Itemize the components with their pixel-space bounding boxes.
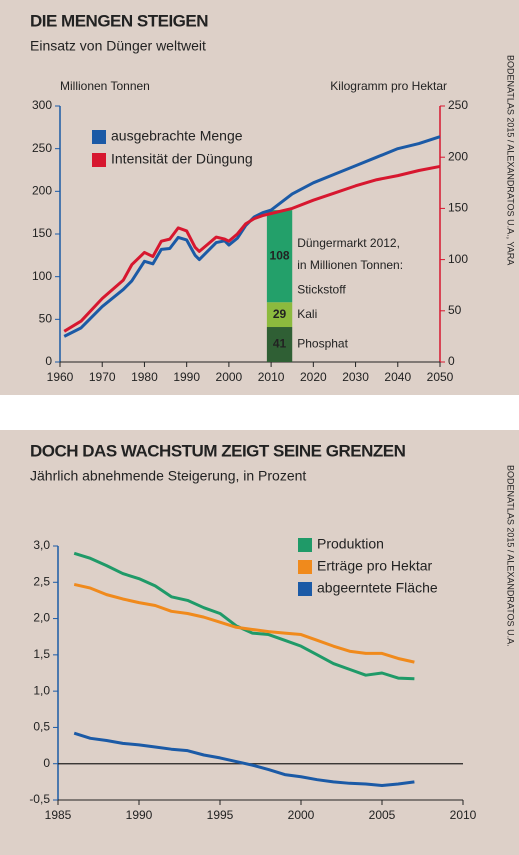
x-tick-label: 1980	[131, 370, 158, 384]
y-tick-label: 2,5	[33, 574, 50, 588]
series-line	[73, 582, 415, 664]
y2-axis-label: Kilogramm pro Hektar	[330, 79, 447, 93]
y-axis-label: Millionen Tonnen	[60, 79, 150, 93]
stack-name: Stickstoff	[297, 282, 346, 296]
y2-tick-label: 150	[448, 201, 468, 215]
y2-tick-label: 100	[448, 252, 468, 266]
chart-title: DIE MENGEN STEIGEN	[30, 11, 208, 30]
panel	[0, 0, 519, 395]
y-tick-label: 0	[45, 354, 52, 368]
legend-label: abgeerntete Fläche	[317, 580, 438, 596]
x-tick-label: 2010	[258, 370, 285, 384]
y-tick-label: 100	[32, 269, 52, 283]
x-tick-label: 2040	[384, 370, 411, 384]
legend-swatch	[92, 130, 106, 144]
stack-annotation: Düngermarkt 2012,	[297, 236, 400, 250]
x-tick-label: 2050	[427, 370, 454, 384]
y-tick-label: 250	[32, 141, 52, 155]
y-tick-label: 50	[39, 312, 53, 326]
x-tick-label: 1970	[89, 370, 116, 384]
legend-swatch	[298, 560, 312, 574]
stack-value-label: 29	[273, 307, 287, 321]
x-tick-label: 2020	[300, 370, 327, 384]
legend-label: Produktion	[317, 536, 384, 552]
y2-tick-label: 250	[448, 98, 468, 112]
x-tick-label: 1990	[173, 370, 200, 384]
y-tick-label: 0,5	[33, 720, 50, 734]
x-tick-label: 1990	[126, 808, 153, 822]
stack-value-label: 41	[273, 337, 287, 351]
y-tick-label: 1,5	[33, 647, 50, 661]
series-line	[63, 164, 441, 333]
legend-label: Intensität der Düngung	[111, 151, 253, 167]
y-tick-label: 3,0	[33, 538, 50, 552]
chart-subtitle: Jährlich abnehmende Steigerung, in Proze…	[30, 468, 306, 484]
y-tick-label: 150	[32, 226, 52, 240]
stack-name: Kali	[297, 307, 317, 321]
x-tick-label: 1985	[45, 808, 72, 822]
legend-swatch	[298, 582, 312, 596]
series-line	[63, 135, 441, 338]
y-tick-label: 200	[32, 184, 52, 198]
y-tick-label: 300	[32, 98, 52, 112]
y2-tick-label: 200	[448, 149, 468, 163]
x-tick-label: 1995	[207, 808, 234, 822]
y2-tick-label: 50	[448, 303, 462, 317]
x-tick-label: 1960	[47, 370, 74, 384]
stack-segment	[266, 327, 293, 362]
stack-name: Phosphat	[297, 337, 348, 351]
x-tick-label: 2010	[450, 808, 477, 822]
x-tick-label: 2005	[369, 808, 396, 822]
x-tick-label: 2000	[216, 370, 243, 384]
stack-annotation: in Millionen Tonnen:	[297, 258, 403, 272]
y-tick-label: 2,0	[33, 611, 50, 625]
stack-segment	[266, 302, 293, 328]
series-line	[73, 731, 415, 787]
legend-label: Erträge pro Hektar	[317, 558, 432, 574]
legend-label: ausgebrachte Menge	[111, 128, 243, 144]
y2-tick-label: 0	[448, 354, 455, 368]
legend-swatch	[298, 538, 312, 552]
source: BODENATLAS 2015 / ALEXANDRATOS U.A., YAR…	[506, 55, 516, 265]
y-tick-label: 1,0	[33, 683, 50, 697]
x-tick-label: 2000	[288, 808, 315, 822]
stack-segment	[266, 210, 293, 303]
y-tick-label: -0,5	[29, 792, 50, 806]
chart-title: DOCH DAS WACHSTUM ZEIGT SEINE GRENZEN	[30, 441, 406, 460]
panel	[0, 430, 519, 855]
chart-subtitle: Einsatz von Dünger weltweit	[30, 38, 206, 54]
x-tick-label: 2030	[342, 370, 369, 384]
legend-swatch	[92, 153, 106, 167]
stack-value-label: 108	[270, 248, 290, 262]
y-tick-label: 0	[43, 756, 50, 770]
source: BODENATLAS 2015 / ALEXANDRATOS U.A.	[506, 465, 516, 647]
